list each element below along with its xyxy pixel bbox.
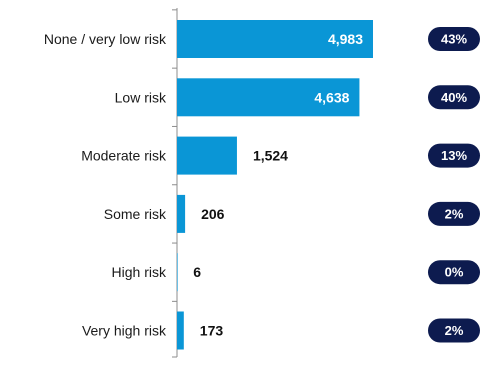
- percent-badge: [428, 318, 480, 343]
- percent-label: 2%: [445, 206, 464, 221]
- bar: [177, 253, 178, 292]
- category-label: High risk: [112, 264, 167, 280]
- bar-row: None / very low risk 4,983 43%: [44, 20, 480, 58]
- category-label: Low risk: [115, 89, 167, 105]
- percent-badge: [428, 201, 480, 226]
- bar: [177, 78, 360, 117]
- bar-row: High risk 6 0%: [112, 253, 480, 292]
- bar: [177, 20, 373, 58]
- category-label: Some risk: [104, 206, 167, 222]
- bar-row: Moderate risk 1,524 13%: [81, 136, 480, 175]
- percent-label: 43%: [441, 32, 467, 47]
- value-label: 4,638: [314, 89, 349, 105]
- category-label: Very high risk: [82, 323, 167, 339]
- category-label: Moderate risk: [81, 148, 167, 164]
- percent-label: 40%: [441, 90, 467, 105]
- percent-badge: [428, 143, 480, 168]
- category-label: None / very low risk: [44, 31, 167, 47]
- percent-badge: [428, 27, 480, 51]
- value-label: 206: [201, 206, 225, 222]
- percent-label: 13%: [441, 148, 467, 163]
- percent-badge: [428, 260, 480, 285]
- value-label: 6: [193, 264, 201, 280]
- bar: [177, 311, 184, 350]
- bar-row: Some risk 206 2%: [104, 194, 480, 233]
- bar-row: Very high risk 173 2%: [82, 311, 480, 350]
- value-label: 4,983: [328, 31, 363, 47]
- bar-row: Low risk 4,638 40%: [115, 78, 480, 117]
- percent-badge: [428, 85, 480, 110]
- value-label: 1,524: [253, 148, 288, 164]
- axis-ticks: [172, 9, 177, 358]
- bar: [177, 194, 186, 233]
- percent-label: 0%: [445, 265, 464, 280]
- value-label: 173: [200, 323, 224, 339]
- bar-rows: None / very low risk 4,983 43% Low risk 4,63…: [44, 20, 480, 350]
- percent-label: 2%: [445, 323, 464, 338]
- bar: [177, 136, 237, 175]
